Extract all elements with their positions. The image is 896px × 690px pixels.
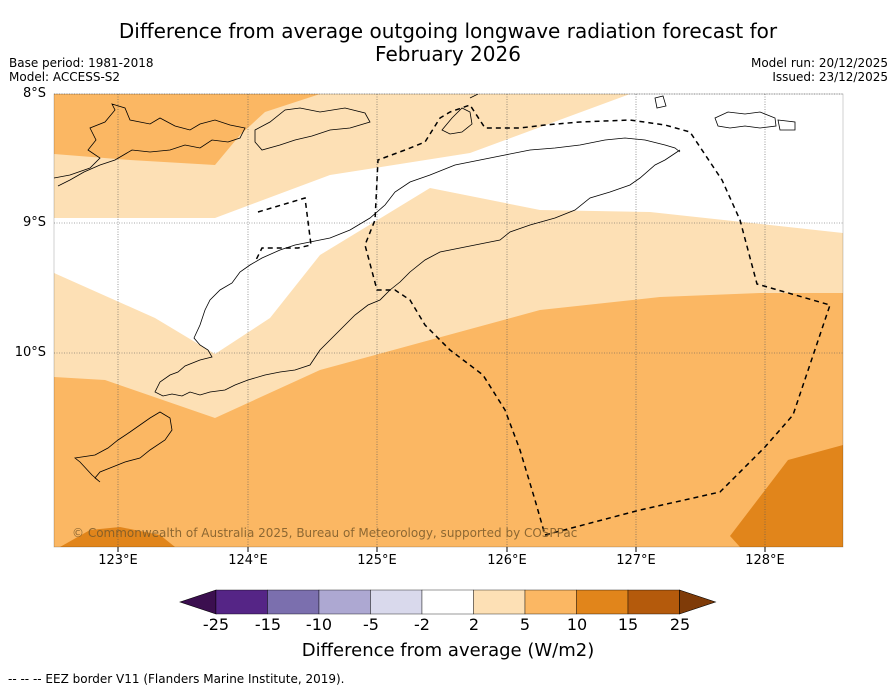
lat-label-10s: 10°S bbox=[14, 345, 46, 360]
colorbar-segment bbox=[370, 589, 423, 615]
lat-label-8s: 8°S bbox=[22, 86, 46, 101]
anomaly-region-neutral bbox=[54, 94, 843, 354]
colorbar-segment bbox=[627, 589, 680, 615]
colorbar-tick: 15 bbox=[617, 615, 639, 634]
lon-label-128e: 128°E bbox=[745, 553, 785, 568]
colorbar-arrow-high bbox=[679, 589, 717, 615]
issued-date: Issued: 23/12/2025 bbox=[772, 70, 888, 84]
anomaly-region-dark-se bbox=[730, 445, 843, 547]
meta-left: Base period: 1981-2018 Model: ACCESS-S2 bbox=[9, 56, 154, 84]
colorbar-segment bbox=[421, 589, 474, 615]
colorbar-tick: 10 bbox=[566, 615, 588, 634]
colorbar-tick: -25 bbox=[202, 615, 230, 634]
colorbar-tick: 2 bbox=[468, 615, 480, 634]
eez-border-main bbox=[364, 104, 831, 536]
colorbar-segment bbox=[267, 589, 320, 615]
model-run: Model run: 20/12/2025 bbox=[750, 56, 888, 70]
lon-label-123e: 123°E bbox=[98, 553, 138, 568]
colorbar-tick: -5 bbox=[363, 615, 379, 634]
colorbar-tick: 5 bbox=[519, 615, 531, 634]
anomaly-region-dark-sw bbox=[60, 527, 175, 547]
colorbar-segment bbox=[473, 589, 526, 615]
title-line-1: Difference from average outgoing longwav… bbox=[118, 19, 778, 43]
eez-legend-note: -- -- -- EEZ border V11 (Flanders Marine… bbox=[8, 672, 345, 686]
copyright-notice: © Commonwealth of Australia 2025, Bureau… bbox=[72, 526, 578, 540]
lon-label-126e: 126°E bbox=[487, 553, 527, 568]
base-period: Base period: 1981-2018 bbox=[9, 56, 154, 70]
coastline-wetar bbox=[441, 107, 473, 135]
map-frame bbox=[53, 93, 844, 548]
meta-right: Model run: 20/12/2025 Issued: 23/12/2025 bbox=[751, 56, 888, 84]
chart-title: Difference from average outgoing longwav… bbox=[0, 20, 896, 66]
title-line-2: February 2026 bbox=[375, 42, 521, 66]
colorbar-tick: -2 bbox=[414, 615, 430, 634]
colorbar-tick: -15 bbox=[254, 615, 282, 634]
colorbar-segment bbox=[215, 589, 268, 615]
coastline-roti bbox=[74, 411, 173, 483]
lon-label-124e: 124°E bbox=[228, 553, 268, 568]
colorbar-arrow-low bbox=[179, 589, 217, 615]
coastline-small-isles bbox=[469, 94, 796, 131]
lon-label-125e: 125°E bbox=[357, 553, 397, 568]
colorbar-segment bbox=[318, 589, 371, 615]
eez-border-west bbox=[254, 197, 312, 263]
model-name: Model: ACCESS-S2 bbox=[9, 70, 121, 84]
anomaly-region-medium-south bbox=[54, 293, 843, 547]
colorbar-tick: 25 bbox=[669, 615, 691, 634]
colorbar-segment bbox=[524, 589, 577, 615]
coastline-flores-east bbox=[54, 103, 246, 187]
colorbar-label: Difference from average (W/m2) bbox=[301, 640, 595, 661]
lon-label-127e: 127°E bbox=[616, 553, 656, 568]
colorbar-segment bbox=[576, 589, 629, 615]
lat-label-9s: 9°S bbox=[22, 215, 46, 230]
coastline-alor bbox=[254, 107, 371, 151]
colorbar-tick: -10 bbox=[305, 615, 333, 634]
coastline-timor bbox=[154, 137, 681, 397]
